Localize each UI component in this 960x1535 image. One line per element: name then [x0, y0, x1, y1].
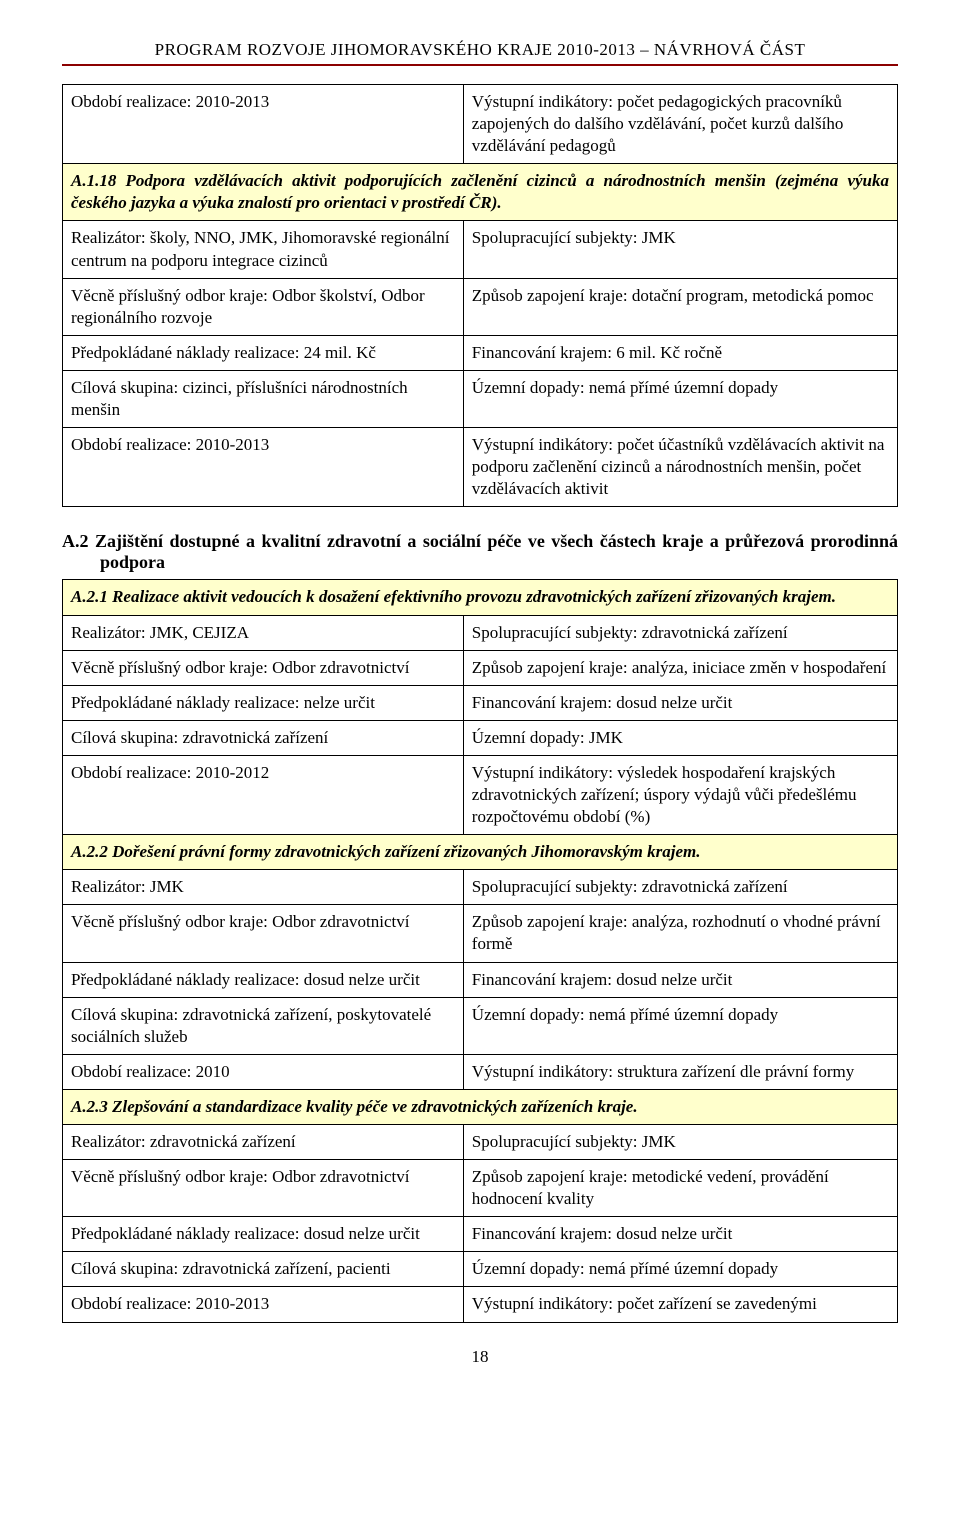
table-row: Období realizace: 2010-2013 Výstupní ind… — [63, 428, 898, 507]
cell-right: Způsob zapojení kraje: analýza, rozhodnu… — [463, 905, 897, 962]
cell-left: Věcně příslušný odbor kraje: Odbor škols… — [63, 278, 464, 335]
section-a2-title: A.2 Zajištění dostupné a kvalitní zdravo… — [62, 531, 898, 573]
table-row: Předpokládané náklady realizace: nelze u… — [63, 685, 898, 720]
table-row: Realizátor: JMK, CEJIZA Spolupracující s… — [63, 615, 898, 650]
measure-title: A.2.1 Realizace aktivit vedoucích k dosa… — [63, 580, 898, 615]
table-row: Realizátor: zdravotnická zařízení Spolup… — [63, 1125, 898, 1160]
cell-right: Spolupracující subjekty: JMK — [463, 221, 897, 278]
cell-right: Spolupracující subjekty: zdravotnická za… — [463, 615, 897, 650]
table-row: Věcně příslušný odbor kraje: Odbor zdrav… — [63, 1160, 898, 1217]
table-row: Věcně příslušný odbor kraje: Odbor škols… — [63, 278, 898, 335]
table-row: Předpokládané náklady realizace: dosud n… — [63, 1217, 898, 1252]
cell-left: Věcně příslušný odbor kraje: Odbor zdrav… — [63, 1160, 464, 1217]
cell-right: Způsob zapojení kraje: metodické vedení,… — [463, 1160, 897, 1217]
table-row: Období realizace: 2010 Výstupní indikáto… — [63, 1054, 898, 1089]
table-row: Realizátor: školy, NNO, JMK, Jihomoravsk… — [63, 221, 898, 278]
cell-left: Realizátor: školy, NNO, JMK, Jihomoravsk… — [63, 221, 464, 278]
cell-right: Výstupní indikátory: počet zařízení se z… — [463, 1287, 897, 1322]
cell-right: Výstupní indikátory: struktura zařízení … — [463, 1054, 897, 1089]
cell-left: Předpokládané náklady realizace: dosud n… — [63, 1217, 464, 1252]
cell-right: Územní dopady: nemá přímé územní dopady — [463, 997, 897, 1054]
measure-title: A.2.2 Dořešení právní formy zdravotnický… — [63, 835, 898, 870]
cell-left: Cílová skupina: zdravotnická zařízení, p… — [63, 997, 464, 1054]
table-row: Cílová skupina: zdravotnická zařízení, p… — [63, 1252, 898, 1287]
table-row: Cílová skupina: cizinci, příslušníci nár… — [63, 370, 898, 427]
cell-period: Období realizace: 2010-2013 — [63, 85, 464, 164]
cell-left: Cílová skupina: cizinci, příslušníci nár… — [63, 370, 464, 427]
table-row: Cílová skupina: zdravotnická zařízení, p… — [63, 997, 898, 1054]
cell-right: Územní dopady: JMK — [463, 720, 897, 755]
cell-right: Financování krajem: dosud nelze určit — [463, 685, 897, 720]
table-a2: A.2.1 Realizace aktivit vedoucích k dosa… — [62, 579, 898, 1322]
cell-left: Věcně příslušný odbor kraje: Odbor zdrav… — [63, 650, 464, 685]
table-title-row: A.1.18 Podpora vzdělávacích aktivit podp… — [63, 164, 898, 221]
cell-left: Realizátor: zdravotnická zařízení — [63, 1125, 464, 1160]
table-row: Věcně příslušný odbor kraje: Odbor zdrav… — [63, 905, 898, 962]
cell-right: Způsob zapojení kraje: dotační program, … — [463, 278, 897, 335]
table-row: Období realizace: 2010-2013 Výstupní ind… — [63, 1287, 898, 1322]
cell-right: Způsob zapojení kraje: analýza, iniciace… — [463, 650, 897, 685]
table-row: Období realizace: 2010-2013 Výstupní ind… — [63, 85, 898, 164]
header-rule — [62, 64, 898, 66]
page-container: PROGRAM ROZVOJE JIHOMORAVSKÉHO KRAJE 201… — [0, 0, 960, 1397]
measure-title: A.2.3 Zlepšování a standardizace kvality… — [63, 1089, 898, 1124]
cell-left: Období realizace: 2010-2013 — [63, 428, 464, 507]
cell-left: Období realizace: 2010-2013 — [63, 1287, 464, 1322]
cell-left: Předpokládané náklady realizace: 24 mil.… — [63, 335, 464, 370]
measure-title: A.1.18 Podpora vzdělávacích aktivit podp… — [63, 164, 898, 221]
cell-right: Územní dopady: nemá přímé územní dopady — [463, 370, 897, 427]
cell-left: Realizátor: JMK, CEJIZA — [63, 615, 464, 650]
cell-left: Realizátor: JMK — [63, 870, 464, 905]
cell-right: Financování krajem: dosud nelze určit — [463, 962, 897, 997]
cell-left: Období realizace: 2010-2012 — [63, 755, 464, 834]
table-title-row: A.2.3 Zlepšování a standardizace kvality… — [63, 1089, 898, 1124]
cell-right: Výstupní indikátory: počet účastníků vzd… — [463, 428, 897, 507]
cell-left: Cílová skupina: zdravotnická zařízení, p… — [63, 1252, 464, 1287]
table-title-row: A.2.2 Dořešení právní formy zdravotnický… — [63, 835, 898, 870]
cell-left: Cílová skupina: zdravotnická zařízení — [63, 720, 464, 755]
table-row: Předpokládané náklady realizace: 24 mil.… — [63, 335, 898, 370]
table-row: Období realizace: 2010-2012 Výstupní ind… — [63, 755, 898, 834]
table-row: Věcně příslušný odbor kraje: Odbor zdrav… — [63, 650, 898, 685]
page-number: 18 — [62, 1347, 898, 1367]
cell-right: Spolupracující subjekty: JMK — [463, 1125, 897, 1160]
table-title-row: A.2.1 Realizace aktivit vedoucích k dosa… — [63, 580, 898, 615]
cell-left: Předpokládané náklady realizace: nelze u… — [63, 685, 464, 720]
cell-indicators: Výstupní indikátory: počet pedagogických… — [463, 85, 897, 164]
cell-left: Věcně příslušný odbor kraje: Odbor zdrav… — [63, 905, 464, 962]
cell-left: Předpokládané náklady realizace: dosud n… — [63, 962, 464, 997]
cell-right: Financování krajem: 6 mil. Kč ročně — [463, 335, 897, 370]
table-row: Realizátor: JMK Spolupracující subjekty:… — [63, 870, 898, 905]
cell-right: Spolupracující subjekty: zdravotnická za… — [463, 870, 897, 905]
table-a1-18: Období realizace: 2010-2013 Výstupní ind… — [62, 84, 898, 507]
cell-right: Územní dopady: nemá přímé územní dopady — [463, 1252, 897, 1287]
table-row: Cílová skupina: zdravotnická zařízení Úz… — [63, 720, 898, 755]
cell-right: Financování krajem: dosud nelze určit — [463, 1217, 897, 1252]
cell-left: Období realizace: 2010 — [63, 1054, 464, 1089]
table-row: Předpokládané náklady realizace: dosud n… — [63, 962, 898, 997]
running-header: PROGRAM ROZVOJE JIHOMORAVSKÉHO KRAJE 201… — [62, 40, 898, 60]
cell-right: Výstupní indikátory: výsledek hospodařen… — [463, 755, 897, 834]
